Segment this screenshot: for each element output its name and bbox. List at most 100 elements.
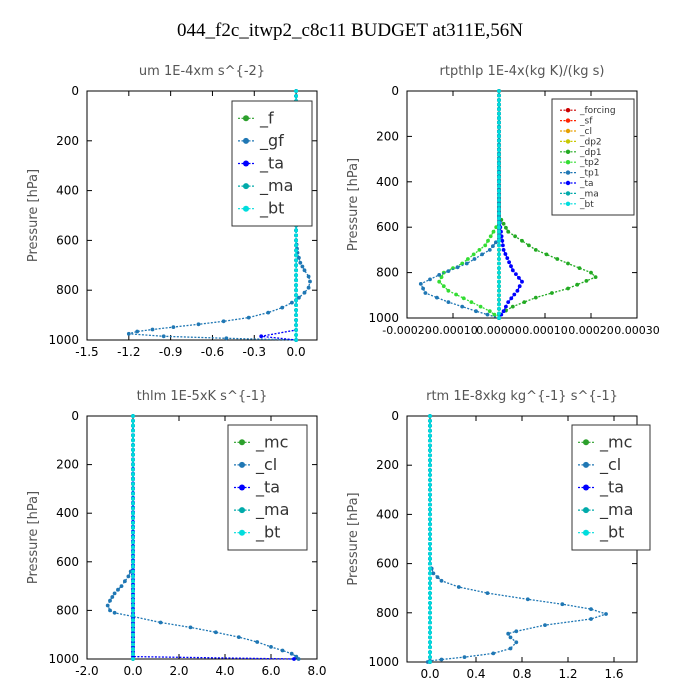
data-point	[520, 238, 524, 243]
data-point	[497, 93, 501, 98]
data-point	[131, 414, 135, 418]
x-tick-label: -1.2	[117, 345, 140, 359]
data-point	[501, 221, 506, 226]
data-point	[485, 591, 490, 595]
data-point	[294, 273, 298, 278]
data-point	[510, 268, 515, 273]
data-point	[497, 266, 501, 270]
x-tick-label: 0.00000	[476, 324, 522, 337]
data-point	[126, 331, 131, 336]
data-point	[514, 272, 518, 276]
data-point	[494, 240, 498, 245]
legend-marker	[565, 118, 571, 123]
data-point	[428, 458, 432, 463]
data-point	[431, 571, 436, 576]
data-point	[131, 462, 135, 467]
data-point	[131, 657, 135, 661]
data-point	[497, 184, 501, 189]
data-point	[464, 261, 469, 266]
data-point	[294, 233, 298, 238]
data-point	[294, 288, 298, 293]
data-point	[255, 640, 260, 644]
legend-label: _ma	[599, 500, 633, 520]
data-point	[497, 193, 501, 198]
x-tick-label: 1.6	[604, 667, 623, 681]
data-point	[131, 516, 135, 520]
data-point	[497, 152, 501, 157]
data-point	[428, 468, 432, 472]
data-point	[131, 632, 135, 637]
data-point	[135, 329, 140, 334]
data-point	[306, 274, 311, 279]
data-point	[466, 257, 470, 261]
data-point	[446, 269, 451, 273]
data-point	[131, 438, 135, 443]
legend-marker	[243, 115, 249, 122]
data-point	[294, 303, 298, 307]
legend-marker	[565, 170, 571, 175]
legend-marker	[565, 201, 571, 206]
data-point	[461, 296, 466, 301]
data-point	[131, 613, 135, 618]
data-point	[428, 660, 432, 664]
data-point	[428, 414, 432, 418]
y-axis-label: Pressure [hPa]	[346, 492, 361, 585]
data-point	[294, 328, 298, 332]
data-point	[497, 211, 501, 216]
data-point	[478, 304, 483, 309]
data-point	[497, 234, 501, 239]
data-point	[112, 591, 117, 596]
data-point	[428, 640, 432, 645]
data-point	[428, 512, 432, 517]
data-point	[294, 338, 298, 342]
data-point	[437, 273, 442, 277]
data-point	[501, 243, 505, 248]
data-point	[428, 478, 432, 482]
data-point	[497, 229, 501, 234]
data-point	[294, 268, 298, 273]
data-point	[497, 216, 501, 221]
data-point	[497, 89, 501, 93]
data-point	[131, 521, 135, 525]
data-point	[501, 309, 506, 314]
data-point	[480, 252, 484, 257]
data-point	[497, 98, 501, 102]
data-point	[428, 453, 432, 458]
data-point	[289, 651, 294, 656]
data-point	[471, 252, 476, 257]
data-point	[497, 148, 501, 152]
data-point	[504, 225, 508, 230]
data-point	[123, 579, 127, 584]
data-point	[508, 646, 513, 651]
data-point	[105, 603, 110, 608]
data-point	[593, 275, 598, 279]
data-point	[131, 608, 135, 613]
data-point	[522, 300, 527, 304]
data-point	[131, 564, 135, 569]
data-point	[487, 248, 492, 252]
data-point	[131, 467, 135, 472]
data-point	[512, 292, 517, 297]
data-point	[497, 134, 501, 139]
y-tick-label: 200	[56, 458, 79, 472]
data-point	[517, 284, 522, 289]
legend-label: _ta	[259, 154, 284, 174]
y-tick-label: 800	[56, 603, 79, 617]
legend-label: _ma	[259, 176, 293, 196]
data-point	[550, 291, 554, 295]
data-point	[224, 336, 229, 341]
x-tick-label: 0.0	[123, 664, 142, 678]
legend-marker	[583, 529, 589, 536]
data-point	[437, 279, 442, 284]
data-point	[131, 525, 135, 530]
series-tp1	[418, 89, 501, 320]
data-point	[428, 532, 432, 536]
data-point	[280, 305, 285, 310]
data-point	[308, 279, 312, 284]
panel-3: thlm 1E-5xK s^{-1} Pressure [hPa] 0 200 400 6…	[26, 389, 327, 678]
data-point	[504, 304, 508, 309]
data-point	[131, 443, 135, 448]
data-point	[497, 198, 501, 202]
y-tick-label: 1000	[48, 652, 79, 666]
data-point	[497, 157, 501, 162]
